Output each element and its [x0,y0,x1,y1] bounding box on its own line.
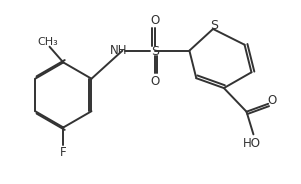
Text: NH: NH [110,44,127,57]
Text: F: F [60,146,67,159]
Text: O: O [150,14,160,27]
Text: S: S [151,45,159,58]
Text: CH₃: CH₃ [37,37,58,47]
Text: HO: HO [242,137,260,150]
Text: O: O [268,94,277,107]
Text: S: S [210,19,218,31]
Text: O: O [150,75,160,88]
